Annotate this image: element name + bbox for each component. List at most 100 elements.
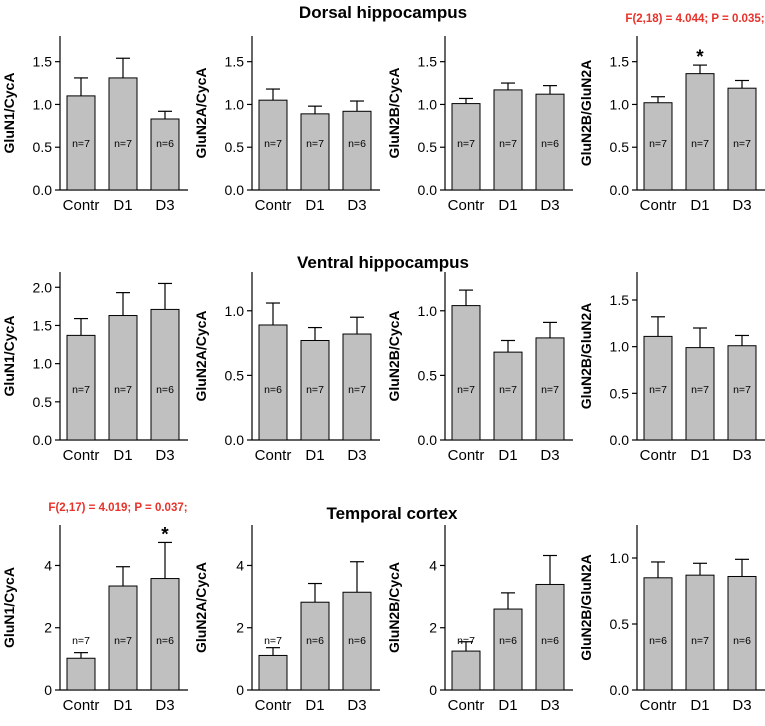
y-tick-label: 0.5: [610, 616, 630, 632]
n-label: n=7: [457, 138, 475, 150]
n-label: n=6: [348, 138, 366, 150]
x-category-label: D1: [113, 697, 132, 714]
n-label: n=7: [348, 384, 366, 396]
bar-d3: [727, 575, 757, 691]
y-tick-label: 0.0: [33, 432, 53, 448]
y-axis-label: GluN2B/CycA: [386, 310, 402, 401]
n-label: n=7: [499, 138, 517, 150]
x-category-label: D1: [113, 447, 132, 464]
stats-annotation: F(2,17) = 4.019; P = 0.037;: [48, 502, 187, 514]
bar-contr: [643, 577, 673, 691]
chart-temporal-cortex-glun1-cyca: 0 2 4 GluN1/CycA n=7 Contr n=7 D1 n=6 D3 * F(2,17) …: [1, 502, 188, 714]
bar-d1: [108, 315, 138, 441]
chart-temporal-cortex-glun2b-glun2a: 0.0 0.5 1.0 GluN2B/GluN2A n=6 Contr n=7 D1 n=6 D3: [578, 525, 765, 714]
y-tick-label: 1.0: [225, 96, 245, 112]
n-label: n=7: [264, 138, 282, 150]
n-label: n=7: [306, 384, 324, 396]
bar-d3: [342, 110, 372, 191]
x-category-label: D3: [732, 447, 751, 464]
x-category-label: D3: [540, 197, 559, 214]
n-label: n=7: [264, 635, 282, 647]
y-tick-label: 0.0: [610, 432, 630, 448]
n-label: n=7: [649, 384, 667, 396]
x-category-label: Contr: [448, 197, 485, 214]
section-title-temporal-cortex: Temporal cortex: [326, 504, 458, 523]
chart-panels: 0.0 0.5 1.0 1.5 GluN1/CycA n=7 Contr n=7 D1 n=6 D3…: [1, 13, 765, 714]
stats-annotation: F(2,18) = 4.044; P = 0.035;: [625, 13, 764, 25]
x-category-label: Contr: [255, 197, 292, 214]
y-tick-label: 0.5: [610, 385, 630, 401]
y-tick-label: 0.5: [610, 139, 630, 155]
bar-d1: [300, 601, 330, 691]
bar-d1: [685, 574, 715, 691]
y-tick-label: 0.5: [225, 139, 245, 155]
x-category-label: D3: [347, 447, 366, 464]
y-tick-label: 0.0: [225, 182, 245, 198]
chart-ventral-hippocampus-glun2b-glun2a: 0.0 0.5 1.0 1.5 GluN2B/GluN2A n=7 Contr n=7 D1 n=…: [578, 272, 765, 464]
y-axis-label: GluN2B/CycA: [386, 67, 402, 158]
y-axis-label: GluN2A/CycA: [193, 310, 209, 401]
y-tick-label: 0.0: [610, 682, 630, 698]
y-tick-label: 2: [44, 620, 52, 636]
bar-d3: [150, 308, 180, 441]
y-axis-label: GluN2B/GluN2A: [578, 554, 594, 661]
bar-contr: [451, 103, 481, 191]
y-tick-label: 0.5: [33, 394, 53, 410]
bar-contr: [258, 324, 288, 441]
x-category-label: D1: [305, 447, 324, 464]
y-tick-label: 4: [429, 557, 437, 573]
y-axis-label: GluN2A/CycA: [193, 67, 209, 158]
y-tick-label: 0.5: [418, 367, 438, 383]
n-label: n=7: [114, 384, 132, 396]
n-label: n=7: [649, 138, 667, 150]
y-tick-label: 0: [44, 682, 52, 698]
x-category-label: Contr: [63, 447, 100, 464]
n-label: n=7: [306, 138, 324, 150]
bar-d3: [727, 87, 757, 191]
y-axis-label: GluN2B/GluN2A: [578, 60, 594, 167]
y-tick-label: 4: [236, 557, 244, 573]
x-category-label: D3: [540, 447, 559, 464]
y-tick-label: 1.0: [610, 550, 630, 566]
y-tick-label: 0: [429, 682, 437, 698]
y-axis-label: GluN1/CycA: [1, 73, 17, 154]
bar-d3: [150, 118, 180, 191]
y-tick-label: 2: [429, 620, 437, 636]
x-category-label: Contr: [448, 697, 485, 714]
n-label: n=7: [733, 384, 751, 396]
y-tick-label: 0.5: [225, 367, 245, 383]
y-tick-label: 1.0: [418, 96, 438, 112]
bar-d3: [535, 583, 565, 691]
bar-d3: [535, 337, 565, 441]
y-tick-label: 0.0: [225, 432, 245, 448]
x-category-label: Contr: [255, 697, 292, 714]
n-label: n=7: [733, 138, 751, 150]
y-tick-label: 1.5: [610, 54, 630, 70]
x-category-label: Contr: [255, 447, 292, 464]
n-label: n=6: [541, 635, 559, 647]
x-category-label: D3: [155, 197, 174, 214]
chart-temporal-cortex-glun2b-cyca: 0 2 4 GluN2B/CycA n=7 Contr n=6 D1 n=6 D3: [386, 525, 573, 714]
bar-contr: [66, 657, 96, 691]
n-label: n=7: [691, 635, 709, 647]
n-label: n=7: [691, 138, 709, 150]
n-label: n=7: [72, 635, 90, 647]
n-label: n=7: [691, 384, 709, 396]
n-label: n=7: [541, 384, 559, 396]
chart-dorsal-hippocampus-glun1-cyca: 0.0 0.5 1.0 1.5 GluN1/CycA n=7 Contr n=7 D1 n=6 D3: [1, 36, 188, 214]
chart-ventral-hippocampus-glun2b-cyca: 0.0 0.5 1.0 GluN2B/CycA n=7 Contr n=7 D1 n=7 D3: [386, 272, 573, 464]
x-category-label: D1: [113, 197, 132, 214]
y-tick-label: 2.0: [33, 279, 53, 295]
chart-ventral-hippocampus-glun1-cyca: 0.0 0.5 1.0 1.5 2.0 GluN1/CycA n=7 Contr n=7 D1 n=…: [1, 272, 188, 464]
x-category-label: D3: [155, 697, 174, 714]
significance-star: *: [696, 47, 704, 68]
x-category-label: D1: [498, 197, 517, 214]
x-category-label: Contr: [63, 697, 100, 714]
bar-contr: [66, 95, 96, 191]
n-label: n=6: [541, 138, 559, 150]
n-label: n=6: [499, 635, 517, 647]
y-tick-label: 1.5: [610, 292, 630, 308]
y-tick-label: 1.0: [418, 303, 438, 319]
n-label: n=6: [264, 384, 282, 396]
